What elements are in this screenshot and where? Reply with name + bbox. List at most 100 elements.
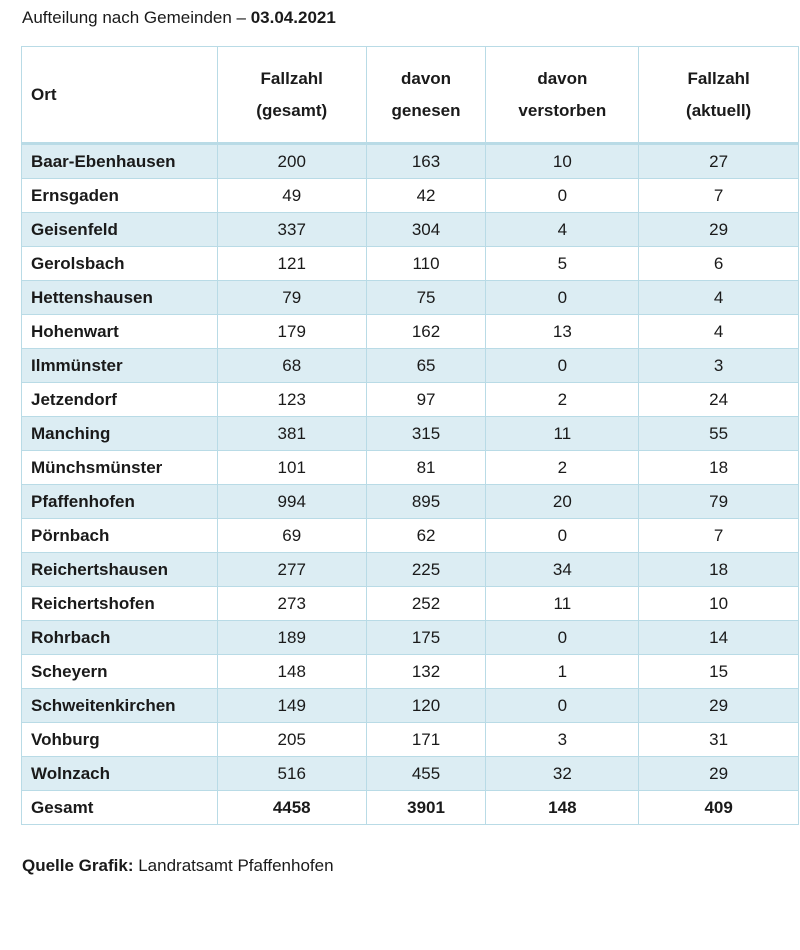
cell-fallzahl-gesamt: 516 xyxy=(216,756,367,791)
column-header-genesen: davon genesen xyxy=(365,46,487,145)
cell-ort: Reichertshofen xyxy=(21,586,218,621)
source-text: Landratsamt Pfaffenhofen xyxy=(138,856,334,875)
cell-fallzahl-gesamt: 121 xyxy=(216,246,367,281)
cell-ort: Ernsgaden xyxy=(21,178,218,213)
cell-verstorben: 2 xyxy=(485,450,640,485)
cell-genesen: 162 xyxy=(365,314,487,349)
cell-fallzahl-gesamt: 179 xyxy=(216,314,367,349)
cell-fallzahl-aktuell: 29 xyxy=(638,688,799,723)
cell-verstorben: 3 xyxy=(485,722,640,757)
cell-ort: Pörnbach xyxy=(21,518,218,553)
cell-ort: Manching xyxy=(21,416,218,451)
column-header-fallzahl-aktuell: Fallzahl (aktuell) xyxy=(638,46,799,145)
cell-genesen: 175 xyxy=(365,620,487,655)
cell-verstorben: 0 xyxy=(485,280,640,315)
cell-verstorben: 0 xyxy=(485,178,640,213)
source-label: Quelle Grafik: xyxy=(22,856,134,875)
cell-fallzahl-aktuell: 29 xyxy=(638,756,799,791)
table-row: Baar-Ebenhausen 200 163 10 27 xyxy=(21,143,799,179)
cell-fallzahl-aktuell: 79 xyxy=(638,484,799,519)
cell-ort: Schweitenkirchen xyxy=(21,688,218,723)
table-row-total: Gesamt 4458 3901 148 409 xyxy=(21,790,799,825)
cell-fallzahl-gesamt: 205 xyxy=(216,722,367,757)
header-row: Ort Fallzahl (gesamt) davon genesen davon v… xyxy=(21,46,799,145)
cell-genesen: 315 xyxy=(365,416,487,451)
cell-fallzahl-gesamt: 337 xyxy=(216,212,367,247)
cell-fallzahl-gesamt: 273 xyxy=(216,586,367,621)
cell-fallzahl-gesamt: 994 xyxy=(216,484,367,519)
cell-verstorben: 5 xyxy=(485,246,640,281)
total-label: Gesamt xyxy=(21,790,218,825)
cell-genesen: 110 xyxy=(365,246,487,281)
table-row: Wolnzach 516 455 32 29 xyxy=(21,756,799,791)
cell-fallzahl-aktuell: 18 xyxy=(638,552,799,587)
cell-verstorben: 10 xyxy=(485,143,640,179)
cell-fallzahl-gesamt: 68 xyxy=(216,348,367,383)
cell-fallzahl-aktuell: 14 xyxy=(638,620,799,655)
cell-ort: Rohrbach xyxy=(21,620,218,655)
cell-verstorben: 4 xyxy=(485,212,640,247)
cell-verstorben: 20 xyxy=(485,484,640,519)
cell-fallzahl-gesamt: 200 xyxy=(216,143,367,179)
cell-fallzahl-aktuell: 18 xyxy=(638,450,799,485)
cell-ort: Ilmmünster xyxy=(21,348,218,383)
table-row: Schweitenkirchen 149 120 0 29 xyxy=(21,688,799,723)
cell-genesen: 895 xyxy=(365,484,487,519)
cell-fallzahl-aktuell: 10 xyxy=(638,586,799,621)
table-header: Ort Fallzahl (gesamt) davon genesen davon v… xyxy=(21,46,799,145)
cell-verstorben: 32 xyxy=(485,756,640,791)
cell-genesen: 81 xyxy=(365,450,487,485)
cell-ort: Münchsmünster xyxy=(21,450,218,485)
cell-fallzahl-gesamt: 79 xyxy=(216,280,367,315)
cell-genesen: 62 xyxy=(365,518,487,553)
cell-fallzahl-aktuell: 31 xyxy=(638,722,799,757)
total-fallzahl-gesamt: 4458 xyxy=(216,790,367,825)
total-genesen: 3901 xyxy=(365,790,487,825)
table-row: Ernsgaden 49 42 0 7 xyxy=(21,178,799,213)
cell-genesen: 132 xyxy=(365,654,487,689)
cell-fallzahl-aktuell: 3 xyxy=(638,348,799,383)
cell-genesen: 252 xyxy=(365,586,487,621)
column-header-ort: Ort xyxy=(21,46,218,145)
title-date: 03.04.2021 xyxy=(250,8,336,27)
cell-fallzahl-aktuell: 27 xyxy=(638,143,799,179)
cell-fallzahl-aktuell: 7 xyxy=(638,178,799,213)
title-text: Aufteilung nach Gemeinden – xyxy=(22,8,251,27)
page-title: Aufteilung nach Gemeinden – 03.04.2021 xyxy=(22,8,336,28)
cell-fallzahl-gesamt: 148 xyxy=(216,654,367,689)
table-row: Hohenwart 179 162 13 4 xyxy=(21,314,799,349)
cell-fallzahl-gesamt: 101 xyxy=(216,450,367,485)
cell-ort: Gerolsbach xyxy=(21,246,218,281)
cell-ort: Geisenfeld xyxy=(21,212,218,247)
cell-fallzahl-gesamt: 277 xyxy=(216,552,367,587)
cell-verstorben: 0 xyxy=(485,688,640,723)
table-row: Geisenfeld 337 304 4 29 xyxy=(21,212,799,247)
cell-verstorben: 11 xyxy=(485,586,640,621)
total-verstorben: 148 xyxy=(485,790,640,825)
cell-verstorben: 0 xyxy=(485,348,640,383)
cell-verstorben: 0 xyxy=(485,518,640,553)
table-row: Reichertshausen 277 225 34 18 xyxy=(21,552,799,587)
cell-verstorben: 0 xyxy=(485,620,640,655)
cell-genesen: 163 xyxy=(365,143,487,179)
cell-fallzahl-gesamt: 381 xyxy=(216,416,367,451)
cell-verstorben: 13 xyxy=(485,314,640,349)
table-row: Rohrbach 189 175 0 14 xyxy=(21,620,799,655)
cell-ort: Pfaffenhofen xyxy=(21,484,218,519)
cell-verstorben: 11 xyxy=(485,416,640,451)
table-row: Pörnbach 69 62 0 7 xyxy=(21,518,799,553)
column-header-verstorben: davon verstorben xyxy=(485,46,640,145)
table-row: Manching 381 315 11 55 xyxy=(21,416,799,451)
cell-genesen: 97 xyxy=(365,382,487,417)
cell-verstorben: 2 xyxy=(485,382,640,417)
cell-fallzahl-aktuell: 4 xyxy=(638,280,799,315)
cell-ort: Jetzendorf xyxy=(21,382,218,417)
cases-table: Ort Fallzahl (gesamt) davon genesen davon v… xyxy=(21,46,799,825)
cell-ort: Hettenshausen xyxy=(21,280,218,315)
cell-fallzahl-aktuell: 55 xyxy=(638,416,799,451)
cell-genesen: 42 xyxy=(365,178,487,213)
table-body: Baar-Ebenhausen 200 163 10 27 Ernsgaden 49 42 0 7… xyxy=(21,143,799,825)
cell-fallzahl-aktuell: 4 xyxy=(638,314,799,349)
cell-fallzahl-gesamt: 189 xyxy=(216,620,367,655)
cell-genesen: 455 xyxy=(365,756,487,791)
